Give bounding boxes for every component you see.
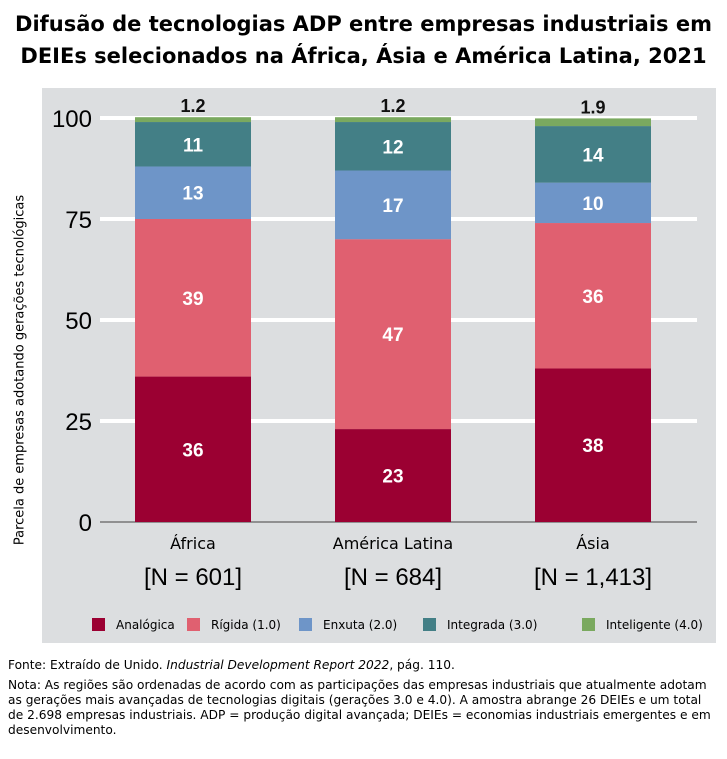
data-label: 1.9 (580, 97, 605, 117)
legend-label: Enxuta (2.0) (323, 618, 398, 632)
bar-segment (535, 118, 651, 127)
data-label: 36 (182, 440, 203, 461)
legend-item: Integrada (3.0) (423, 616, 537, 634)
y-tick-label: 50 (65, 308, 92, 335)
data-label: 1.2 (380, 96, 405, 116)
y-tick-label: 75 (65, 207, 92, 234)
legend-swatch (92, 618, 105, 631)
bar-segment (135, 219, 251, 377)
data-label: 17 (382, 196, 403, 217)
bar-segment (135, 122, 251, 167)
bar-segment (335, 122, 451, 171)
bar-segment (535, 126, 651, 183)
legend-label: Analógica (116, 618, 175, 632)
source-title: Industrial Development Report 2022 (166, 658, 390, 672)
data-label: 14 (582, 145, 604, 166)
legend-label: Rígida (1.0) (211, 618, 281, 632)
y-tick-label: 25 (65, 409, 92, 436)
data-label: 23 (382, 467, 403, 488)
category-n-label: [N = 1,413] (534, 564, 652, 591)
data-label: 13 (182, 184, 203, 205)
legend: Analógica Rígida (1.0) Enxuta (2.0) Integra… (92, 616, 712, 636)
category-label: América Latina (333, 534, 453, 553)
bar-segment (535, 368, 651, 522)
notes: Fonte: Extraído de Unido. Industrial Dev… (8, 658, 720, 743)
category-n-label: [N = 601] (144, 564, 242, 591)
legend-swatch (299, 618, 312, 631)
data-label: 10 (582, 194, 603, 215)
data-label: 39 (182, 289, 203, 310)
category-n-label: [N = 684] (344, 564, 442, 591)
source-suffix: , pág. 110. (389, 658, 455, 672)
bar-segment (135, 376, 251, 522)
source-line: Fonte: Extraído de Unido. Industrial Dev… (8, 658, 720, 673)
legend-item: Enxuta (2.0) (299, 616, 397, 634)
bar-segment (335, 117, 451, 123)
chart-title: Difusão de tecnologias ADP entre empresa… (15, 12, 712, 68)
data-label: 36 (582, 287, 603, 308)
bar-segment (335, 239, 451, 430)
data-label: 38 (582, 436, 603, 457)
bar-segment (335, 429, 451, 522)
data-label: 11 (183, 135, 204, 156)
legend-swatch (582, 618, 595, 631)
data-label: 1.2 (180, 96, 205, 116)
data-label: 47 (382, 325, 403, 346)
bar-segment (335, 170, 451, 240)
note-text: Nota: As regiões são ordenadas de acordo… (8, 678, 711, 737)
legend-swatch (187, 618, 200, 631)
legend-swatch (423, 618, 436, 631)
source-prefix: Fonte: Extraído de Unido. (8, 658, 167, 672)
bar-segment (535, 182, 651, 224)
legend-item: Analógica (92, 616, 175, 634)
y-tick-label: 0 (79, 510, 92, 537)
legend-label: Inteligente (4.0) (606, 618, 703, 632)
bar-segment (135, 166, 251, 219)
legend-item: Rígida (1.0) (187, 616, 281, 634)
data-label: 12 (382, 137, 403, 158)
bar-segment (535, 223, 651, 369)
category-label: Ásia (576, 534, 610, 553)
bar-segment (135, 117, 251, 123)
category-label: África (170, 534, 216, 553)
legend-item: Inteligente (4.0) (582, 616, 703, 634)
legend-label: Integrada (3.0) (447, 618, 538, 632)
y-tick-label: 100 (52, 106, 92, 133)
